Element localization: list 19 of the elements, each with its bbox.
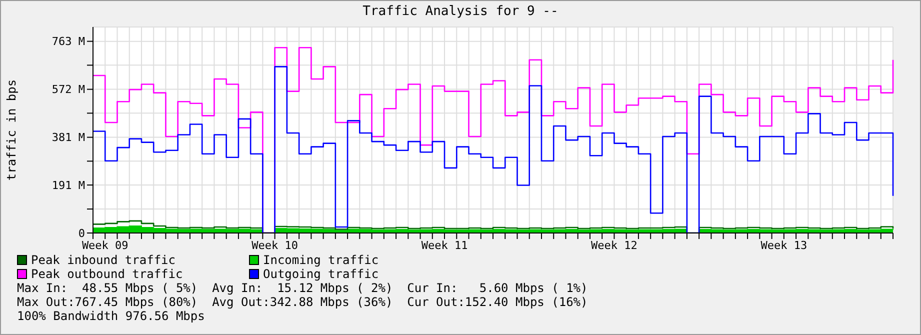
chart-title: Traffic Analysis for 9 -- — [362, 3, 560, 21]
x-tick-label: Week 11 — [421, 238, 468, 252]
legend-label: Peak outbound traffic — [31, 267, 183, 281]
x-tick-label: Week 13 — [760, 238, 808, 252]
y-tick-label: 763 M — [52, 35, 86, 48]
x-tick-label: Week 09 — [82, 238, 128, 252]
legend-label: Peak inbound traffic — [31, 253, 176, 267]
y-tick-label: 191 M — [52, 178, 86, 192]
y-tick-label: 381 M — [52, 131, 86, 144]
legend-label: Outgoing traffic — [263, 267, 379, 281]
y-tick-label: 0 — [78, 226, 85, 240]
x-tick-label: Week 12 — [591, 238, 638, 252]
text: Max In: 48.55 Mbps ( 5%) Avg In: 15.12 Mbps ( 2%) Cur In: 5.60 Mbps ( 1%) — [17, 281, 589, 295]
y-tick-label: 572 M — [52, 83, 86, 96]
text: 100% Bandwidth 976.56 Mbps — [17, 309, 206, 323]
x-tick-label: Week 10 — [252, 238, 298, 252]
text: Max Out:767.45 Mbps (80%) Avg Out:342.88 Mbps (36%) Cur Out:152.40 Mbps (16%) — [17, 295, 589, 309]
y-axis-title: traffic in bps — [4, 79, 18, 181]
legend-label: Incoming traffic — [263, 253, 379, 267]
